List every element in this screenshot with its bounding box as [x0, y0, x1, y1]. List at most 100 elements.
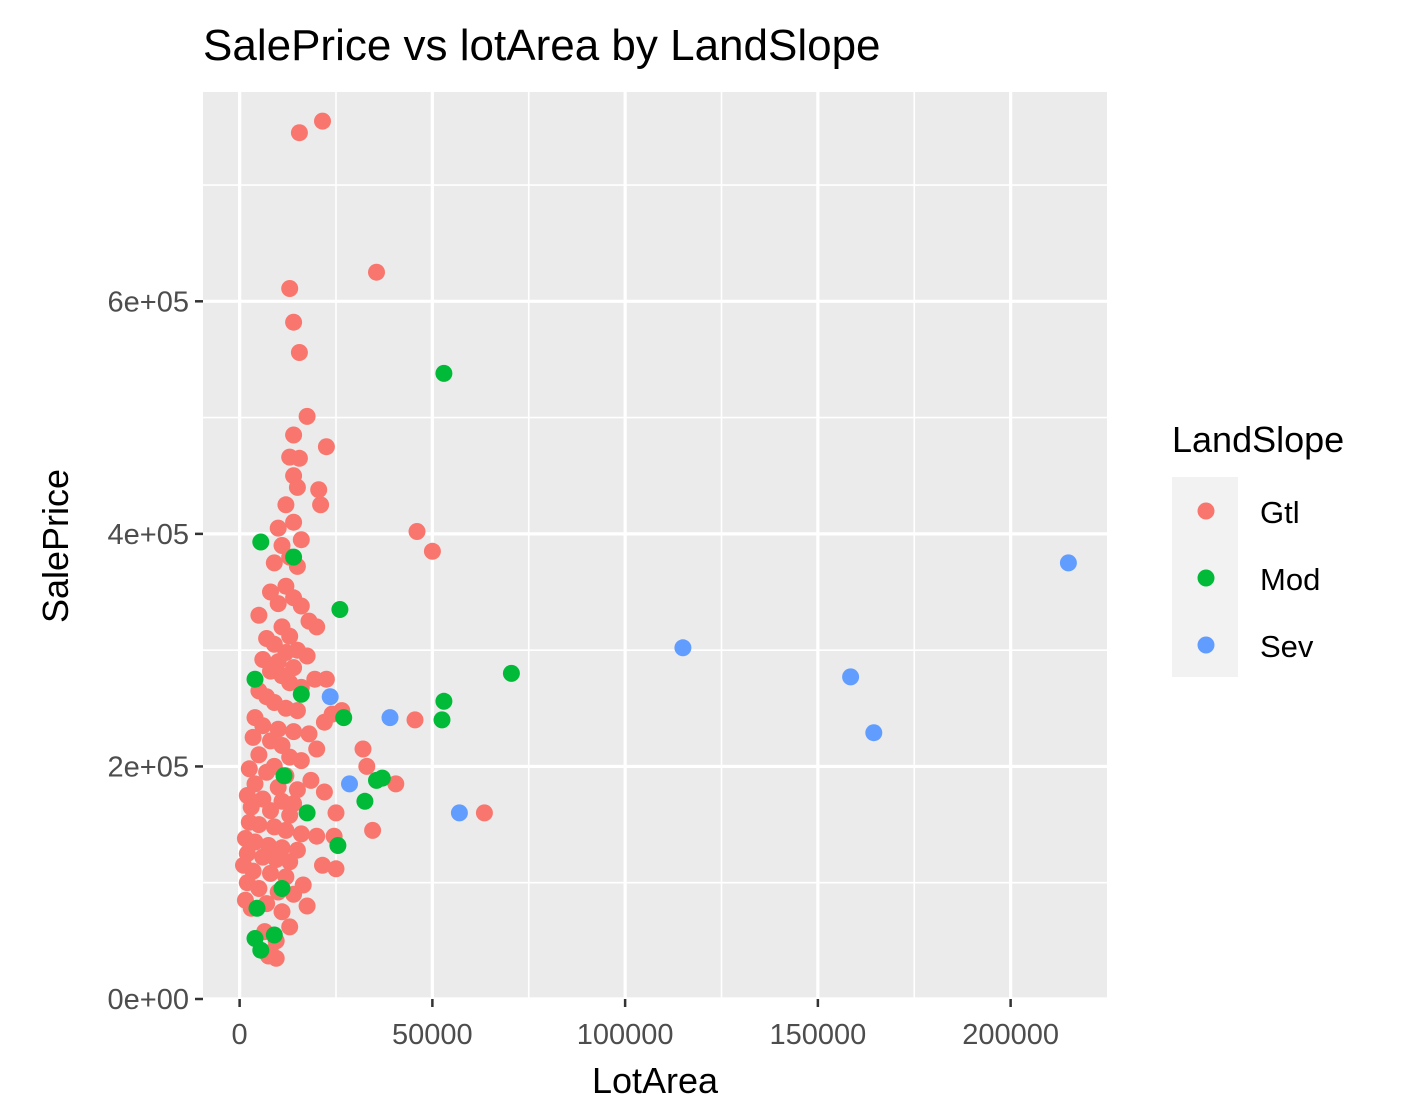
legend-label-mod: Mod	[1260, 562, 1320, 597]
point-gtl	[281, 853, 299, 871]
y-tick-label: 4e+05	[108, 519, 189, 551]
point-mod	[329, 837, 347, 854]
point-gtl	[315, 783, 333, 801]
point-gtl	[267, 851, 285, 868]
point-mod	[502, 664, 520, 682]
point-gtl	[285, 426, 303, 444]
point-gtl	[354, 740, 372, 758]
grid-minor	[203, 92, 1107, 999]
point-gtl	[254, 717, 272, 735]
legend-items: Gtl Mod Sev	[1197, 495, 1320, 664]
point-sev	[341, 775, 358, 793]
legend-key-sev	[1197, 636, 1215, 654]
point-gtl	[258, 763, 276, 781]
point-mod	[252, 941, 270, 959]
point-sev	[842, 668, 860, 686]
point-mod	[368, 771, 385, 789]
point-gtl	[285, 313, 303, 331]
point-gtl	[292, 597, 310, 615]
x-tick-label: 150000	[769, 1019, 866, 1051]
point-gtl	[387, 775, 405, 793]
point-mod	[273, 880, 291, 897]
point-gtl	[269, 595, 287, 613]
point-gtl	[308, 740, 326, 758]
y-tick-label: 0e+00	[108, 984, 189, 1016]
point-gtl	[327, 860, 345, 878]
point-gtl	[277, 821, 295, 839]
point-gtl	[244, 728, 262, 746]
point-gtl	[290, 449, 308, 467]
point-gtl	[406, 711, 424, 729]
points-layer	[235, 112, 1077, 967]
point-gtl	[300, 725, 318, 743]
x-axis-label: LotArea	[592, 1060, 719, 1101]
point-mod	[265, 926, 283, 944]
point-gtl	[368, 263, 385, 281]
point-gtl	[327, 804, 345, 822]
point-gtl	[288, 478, 306, 496]
point-gtl	[240, 760, 258, 778]
legend-label-gtl: Gtl	[1260, 495, 1300, 530]
x-tick-label: 200000	[962, 1019, 1059, 1051]
point-gtl	[298, 897, 316, 915]
point-gtl	[285, 513, 303, 531]
point-gtl	[314, 112, 331, 130]
point-gtl	[308, 827, 326, 845]
point-gtl	[475, 804, 493, 822]
x-tick-label: 0	[232, 1019, 248, 1051]
point-gtl	[269, 519, 287, 537]
point-sev	[674, 639, 692, 657]
point-gtl	[423, 542, 441, 560]
point-mod	[252, 533, 270, 551]
legend-title: LandSlope	[1172, 419, 1344, 460]
point-gtl	[288, 781, 306, 799]
x-tick-label: 100000	[577, 1019, 674, 1051]
point-gtl	[290, 124, 308, 142]
y-tick-label: 2e+05	[108, 751, 189, 783]
point-gtl	[250, 746, 268, 764]
point-gtl	[250, 880, 268, 897]
point-gtl	[312, 496, 330, 514]
point-gtl	[288, 702, 306, 720]
point-gtl	[302, 771, 320, 789]
y-axis: 0e+00 2e+05 4e+05 6e+05	[108, 286, 203, 1016]
point-gtl	[262, 864, 279, 882]
point-gtl	[277, 496, 295, 514]
legend-label-sev: Sev	[1260, 629, 1314, 664]
point-gtl	[310, 481, 328, 499]
point-gtl	[265, 554, 283, 572]
y-tick-label: 6e+05	[108, 286, 189, 318]
point-sev	[321, 688, 339, 706]
point-gtl	[281, 918, 299, 936]
point-sev	[1059, 554, 1077, 572]
point-gtl	[281, 806, 299, 824]
point-gtl	[242, 798, 260, 816]
point-gtl	[281, 280, 299, 297]
point-gtl	[273, 903, 291, 921]
point-gtl	[292, 825, 310, 843]
point-gtl	[250, 816, 268, 834]
x-tick-label: 50000	[392, 1019, 473, 1051]
point-gtl	[281, 627, 299, 645]
point-mod	[292, 685, 310, 703]
point-mod	[356, 792, 374, 810]
point-gtl	[292, 752, 310, 770]
point-gtl	[290, 344, 308, 361]
point-gtl	[317, 438, 335, 456]
legend: LandSlope Gtl Mod Sev	[1172, 419, 1344, 677]
point-gtl	[267, 949, 285, 967]
point-mod	[248, 899, 266, 917]
point-sev	[381, 709, 399, 727]
legend-key-mod	[1197, 569, 1215, 587]
point-mod	[435, 364, 453, 382]
y-axis-label: SalePrice	[35, 469, 76, 623]
point-mod	[435, 692, 453, 710]
point-gtl	[315, 713, 333, 731]
point-gtl	[298, 407, 316, 425]
point-gtl	[408, 523, 426, 540]
point-gtl	[250, 606, 268, 624]
point-mod	[246, 670, 264, 688]
point-sev	[865, 724, 883, 742]
point-sev	[450, 804, 468, 822]
chart-title: SalePrice vs lotArea by LandSlope	[203, 21, 881, 70]
